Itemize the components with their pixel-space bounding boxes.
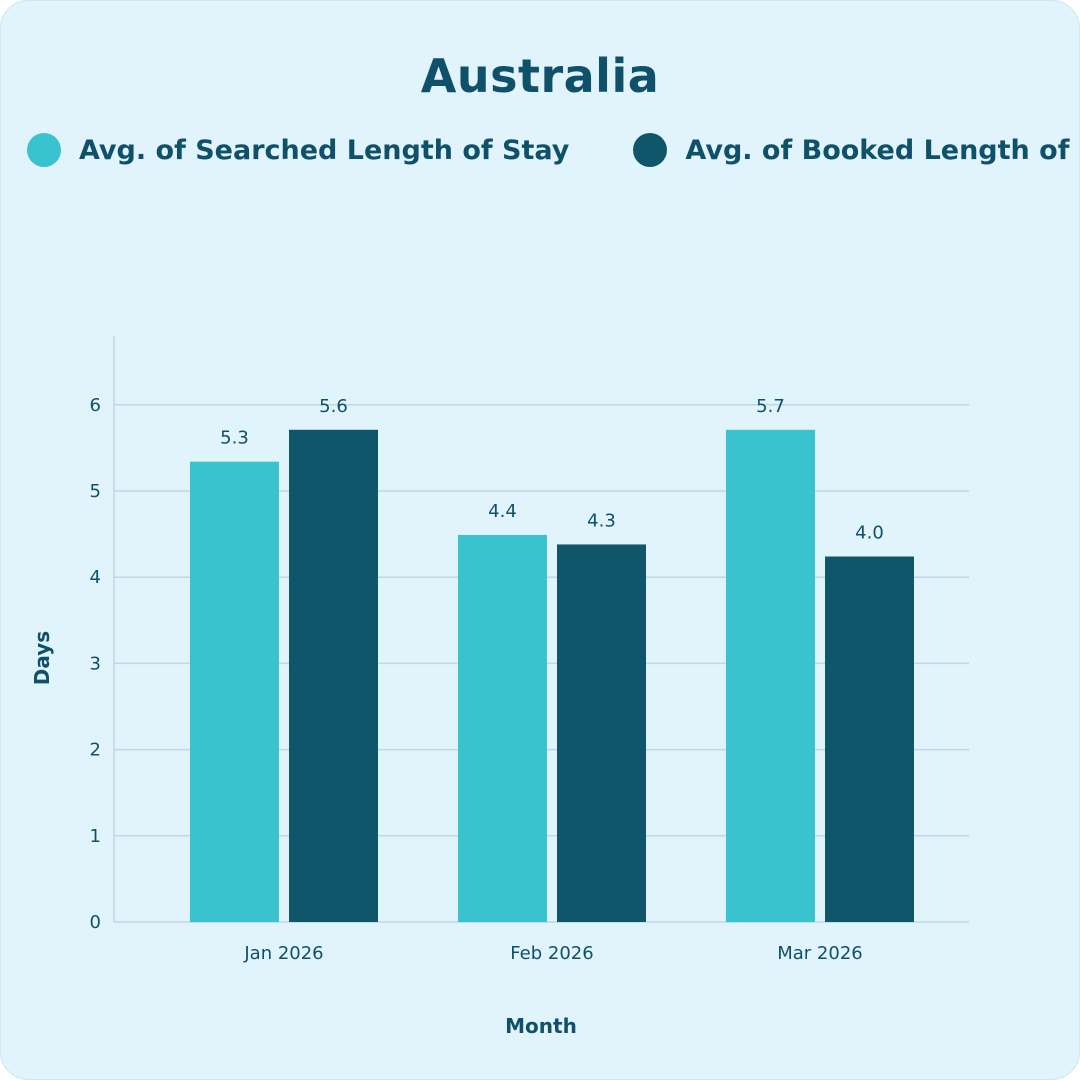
- y-tick-label: 2: [90, 740, 101, 761]
- x-tick-label: Feb 2026: [510, 943, 593, 964]
- data-label-booked-2: 4.0: [855, 523, 884, 544]
- labels: 0 1 2 3 4 5 6 5.3 5.6 Jan 2026 4.4 4.3 Feb 2026 5.7 4.…: [90, 395, 884, 964]
- y-tick-label: 0: [90, 912, 101, 933]
- bar-booked-2[interactable]: [825, 556, 914, 922]
- data-label-searched-2: 5.7: [756, 396, 785, 417]
- chart-title: Australia: [420, 49, 660, 103]
- bar-searched-2[interactable]: [726, 429, 815, 922]
- x-axis-title: Month: [505, 1014, 577, 1038]
- legend-swatch-searched: [27, 133, 61, 167]
- bar-booked-1[interactable]: [557, 544, 646, 922]
- data-label-searched-1: 4.4: [488, 501, 517, 522]
- bar-searched-1[interactable]: [458, 534, 547, 922]
- y-tick-label: 4: [90, 567, 101, 588]
- legend-label-searched: Avg. of Searched Length of Stay: [79, 134, 570, 166]
- legend-swatch-booked: [633, 133, 668, 167]
- y-tick-label: 3: [90, 653, 101, 674]
- x-tick-label: Mar 2026: [777, 943, 863, 964]
- bar-searched-0[interactable]: [190, 461, 279, 922]
- y-axis-title: Days: [30, 631, 54, 685]
- bar-booked-0[interactable]: [289, 429, 378, 922]
- x-tick-label: Jan 2026: [243, 943, 323, 964]
- data-label-searched-0: 5.3: [220, 428, 249, 449]
- y-tick-label: 1: [90, 826, 101, 847]
- bars: [190, 429, 914, 922]
- data-label-booked-0: 5.6: [319, 396, 348, 417]
- data-label-booked-1: 4.3: [587, 510, 616, 531]
- y-tick-label: 5: [90, 481, 101, 502]
- y-tick-label: 6: [90, 395, 101, 416]
- legend-item-booked[interactable]: Avg. of Booked Length of Stay: [633, 133, 1079, 167]
- legend-label-booked: Avg. of Booked Length of Stay: [685, 134, 1079, 166]
- legend-item-searched[interactable]: Avg. of Searched Length of Stay: [27, 133, 569, 167]
- legend: Avg. of Searched Length of Stay Avg. of …: [27, 133, 1079, 167]
